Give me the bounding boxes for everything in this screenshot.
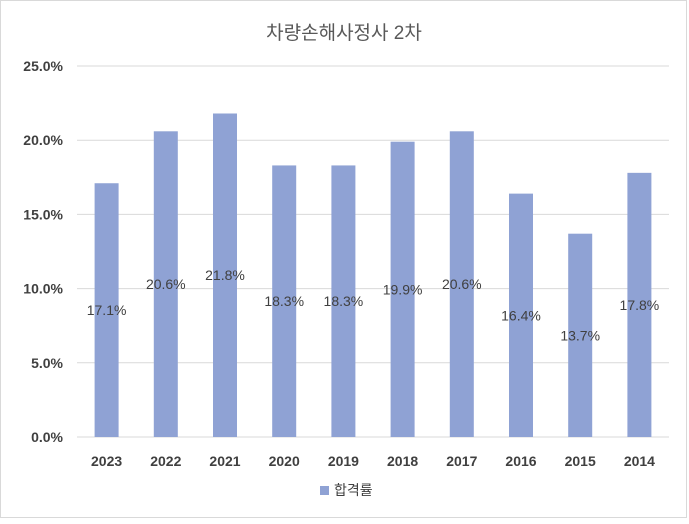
x-tick-label: 2016 <box>505 453 536 469</box>
y-tick-label: 25.0% <box>23 58 63 74</box>
x-tick-label: 2014 <box>624 453 655 469</box>
bar-series <box>94 113 652 438</box>
bar <box>331 165 356 438</box>
bar <box>94 183 119 437</box>
data-label: 17.8% <box>620 297 660 313</box>
y-tick-label: 5.0% <box>31 355 63 371</box>
data-label: 16.4% <box>501 307 541 323</box>
data-label: 13.7% <box>560 327 600 343</box>
x-tick-label: 2017 <box>446 453 477 469</box>
legend-label: 합격률 <box>334 482 373 498</box>
y-tick-label: 20.0% <box>23 132 63 148</box>
x-tick-label: 2022 <box>150 453 181 469</box>
x-tick-label: 2018 <box>387 453 418 469</box>
x-axis: 2023 2022 2021 2020 2019 2018 2017 2016 2015 2014 <box>91 453 655 469</box>
data-label: 19.9% <box>383 281 423 297</box>
data-label: 18.3% <box>324 293 364 309</box>
data-label: 18.3% <box>264 293 304 309</box>
bar <box>390 141 415 437</box>
bar <box>272 165 297 438</box>
legend-swatch <box>320 486 329 495</box>
x-tick-label: 2023 <box>91 453 122 469</box>
data-label: 17.1% <box>87 302 127 318</box>
bar <box>568 233 593 437</box>
y-tick-label: 15.0% <box>23 206 63 222</box>
x-tick-label: 2021 <box>209 453 240 469</box>
bar <box>213 113 237 437</box>
data-label: 20.6% <box>442 276 482 292</box>
bar <box>627 172 652 437</box>
y-tick-label: 10.0% <box>23 281 63 297</box>
y-tick-label: 0.0% <box>31 429 63 445</box>
y-axis: 0.0% 5.0% 10.0% 15.0% 20.0% 25.0% <box>23 58 63 445</box>
x-tick-label: 2020 <box>269 453 300 469</box>
data-label: 20.6% <box>146 276 186 292</box>
bar <box>449 131 474 437</box>
bar <box>153 131 178 437</box>
bar <box>509 193 533 437</box>
chart-title: 차량손해사정사 2차 <box>266 22 422 44</box>
x-tick-label: 2019 <box>328 453 359 469</box>
data-label: 21.8% <box>205 267 245 283</box>
data-labels: 17.1% 20.6% 21.8% 18.3% 18.3% 19.9% 20.6% 16.4%… <box>87 267 660 343</box>
legend: 합격률 <box>320 482 373 498</box>
x-tick-label: 2015 <box>565 453 596 469</box>
